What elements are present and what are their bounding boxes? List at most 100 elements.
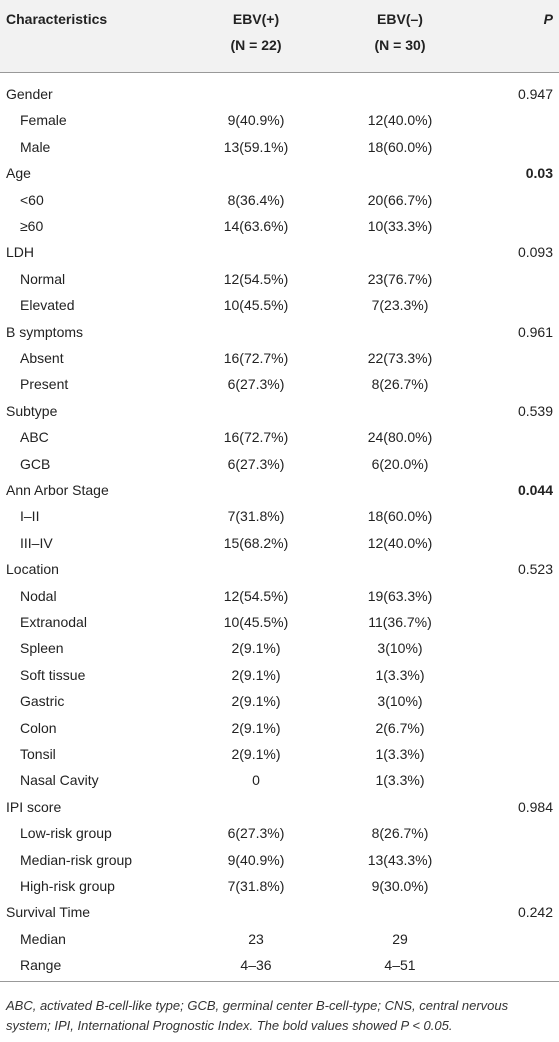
row-label: Present xyxy=(20,376,69,393)
header-cell: EBV(–) xyxy=(377,11,423,27)
ebv-neg-cell: 3(10%) xyxy=(377,640,423,657)
ebv-neg-cell: 12(40.0%) xyxy=(367,534,433,551)
ebv-neg-cell: 4–51 xyxy=(384,957,416,974)
row-label: Female xyxy=(20,112,67,129)
ebv-pos-cell: 2(9.1%) xyxy=(231,746,281,762)
group-label: Survival Time xyxy=(6,904,91,921)
header-cell: EBV(+) xyxy=(232,11,280,27)
header-band xyxy=(0,0,559,73)
ebv-neg-cell: 2(6.7%) xyxy=(375,719,425,736)
group-label: Location xyxy=(6,561,59,578)
ebv-neg-cell: 1(3.3%) xyxy=(375,772,425,789)
row-label: I–II xyxy=(20,508,40,525)
header-cell: Characteristics xyxy=(6,11,108,27)
p-value: 0.523 xyxy=(517,561,553,578)
ebv-pos-cell: 12(54.5%) xyxy=(223,587,289,604)
ebv-neg-cell: 19(63.3%) xyxy=(367,587,433,604)
group-label: LDH xyxy=(6,244,35,261)
ebv-pos-cell: 7(31.8%) xyxy=(227,508,285,525)
p-value: 0.947 xyxy=(517,86,553,102)
header-cell: P xyxy=(543,11,553,27)
row-label: Colon xyxy=(20,719,57,736)
p-value: 0.093 xyxy=(517,244,553,261)
p-value: 0.961 xyxy=(517,323,553,340)
p-value: 0.984 xyxy=(517,798,553,815)
ebv-pos-cell: 12(54.5%) xyxy=(223,270,289,287)
ebv-pos-cell: 16(72.7%) xyxy=(223,429,289,446)
group-label: B symptoms xyxy=(6,323,84,340)
ebv-pos-cell: 10(45.5%) xyxy=(223,614,289,630)
group-label: Ann Arbor Stage xyxy=(6,482,109,498)
ebv-neg-cell: 20(66.7%) xyxy=(367,191,433,208)
row-label: <60 xyxy=(20,191,44,208)
ebv-pos-cell: 2(9.1%) xyxy=(231,666,281,683)
group-label: Subtype xyxy=(6,402,58,419)
row-label: Elevated xyxy=(20,297,75,314)
row-label: ABC xyxy=(20,429,49,446)
ebv-pos-cell: 14(63.6%) xyxy=(223,218,289,234)
row-label: Normal xyxy=(20,270,66,287)
ebv-pos-cell: 2(9.1%) xyxy=(231,693,281,710)
ebv-neg-cell: 3(10%) xyxy=(377,693,423,710)
ebv-neg-cell: 18(60.0%) xyxy=(367,138,433,155)
row-label: ≥60 xyxy=(20,218,44,234)
subheader-cell: (N = 30) xyxy=(374,37,426,53)
ebv-neg-cell: 29 xyxy=(392,930,408,947)
ebv-neg-cell: 18(60.0%) xyxy=(367,508,433,525)
p-value: 0.242 xyxy=(517,904,553,921)
ebv-pos-cell: 6(27.3%) xyxy=(227,455,285,472)
row-label: Median-risk group xyxy=(20,851,133,868)
group-label: Gender xyxy=(6,86,53,102)
ebv-pos-cell: 4–36 xyxy=(240,957,272,974)
ebv-neg-cell: 8(26.7%) xyxy=(371,825,429,842)
ebv-neg-cell: 8(26.7%) xyxy=(371,376,429,393)
row-label: Nodal xyxy=(20,587,57,604)
ebv-neg-cell: 11(36.7%) xyxy=(368,614,432,630)
row-label: Nasal Cavity xyxy=(20,772,99,789)
ebv-pos-cell: 6(27.3%) xyxy=(227,376,285,393)
row-label: Male xyxy=(20,138,51,155)
ebv-pos-cell: 0 xyxy=(252,772,260,789)
row-label: High-risk group xyxy=(20,878,115,894)
ebv-neg-cell: 7(23.3%) xyxy=(371,297,429,314)
ebv-pos-cell: 13(59.1%) xyxy=(223,138,289,155)
ebv-neg-cell: 1(3.3%) xyxy=(375,746,425,762)
ebv-neg-cell: 13(43.3%) xyxy=(367,851,433,868)
ebv-neg-cell: 9(30.0%) xyxy=(371,878,429,894)
ebv-neg-cell: 6(20.0%) xyxy=(371,455,429,472)
ebv-neg-cell: 23(76.7%) xyxy=(367,270,433,287)
row-label: Tonsil xyxy=(20,746,56,762)
ebv-pos-cell: 2(9.1%) xyxy=(231,640,281,657)
row-label: Gastric xyxy=(20,693,65,710)
row-label: Range xyxy=(20,957,62,974)
row-label: GCB xyxy=(20,455,51,472)
footnote: ABC, activated B-cell-like type; GCB, ge… xyxy=(6,998,509,1033)
ebv-neg-cell: 24(80.0%) xyxy=(367,429,433,446)
ebv-pos-cell: 10(45.5%) xyxy=(223,297,289,314)
ebv-pos-cell: 8(36.4%) xyxy=(227,191,285,208)
ebv-pos-cell: 6(27.3%) xyxy=(227,825,285,842)
p-value: 0.044 xyxy=(517,482,553,498)
p-value: 0.03 xyxy=(525,165,553,182)
group-label: Age xyxy=(6,165,31,182)
row-label: Median xyxy=(20,930,66,947)
subheader-cell: (N = 22) xyxy=(230,37,282,53)
row-label: Absent xyxy=(20,350,64,366)
ebv-pos-cell: 9(40.9%) xyxy=(227,112,285,129)
bottom-rule xyxy=(0,980,559,982)
ebv-pos-cell: 15(68.2%) xyxy=(223,534,289,551)
group-label: IPI score xyxy=(6,798,62,815)
ebv-neg-cell: 22(73.3%) xyxy=(367,350,433,366)
p-value: 0.539 xyxy=(517,402,553,419)
row-label: Spleen xyxy=(20,640,64,657)
ebv-pos-cell: 2(9.1%) xyxy=(231,719,281,736)
ebv-pos-cell: 16(72.7%) xyxy=(223,350,289,366)
row-label: Extranodal xyxy=(20,614,87,630)
row-label: Soft tissue xyxy=(20,666,86,683)
ebv-pos-cell: 9(40.9%) xyxy=(227,851,285,868)
ebv-neg-cell: 10(33.3%) xyxy=(367,218,433,234)
row-label: III–IV xyxy=(20,534,53,551)
ebv-pos-cell: 23 xyxy=(248,930,264,947)
ebv-neg-cell: 1(3.3%) xyxy=(375,666,425,683)
